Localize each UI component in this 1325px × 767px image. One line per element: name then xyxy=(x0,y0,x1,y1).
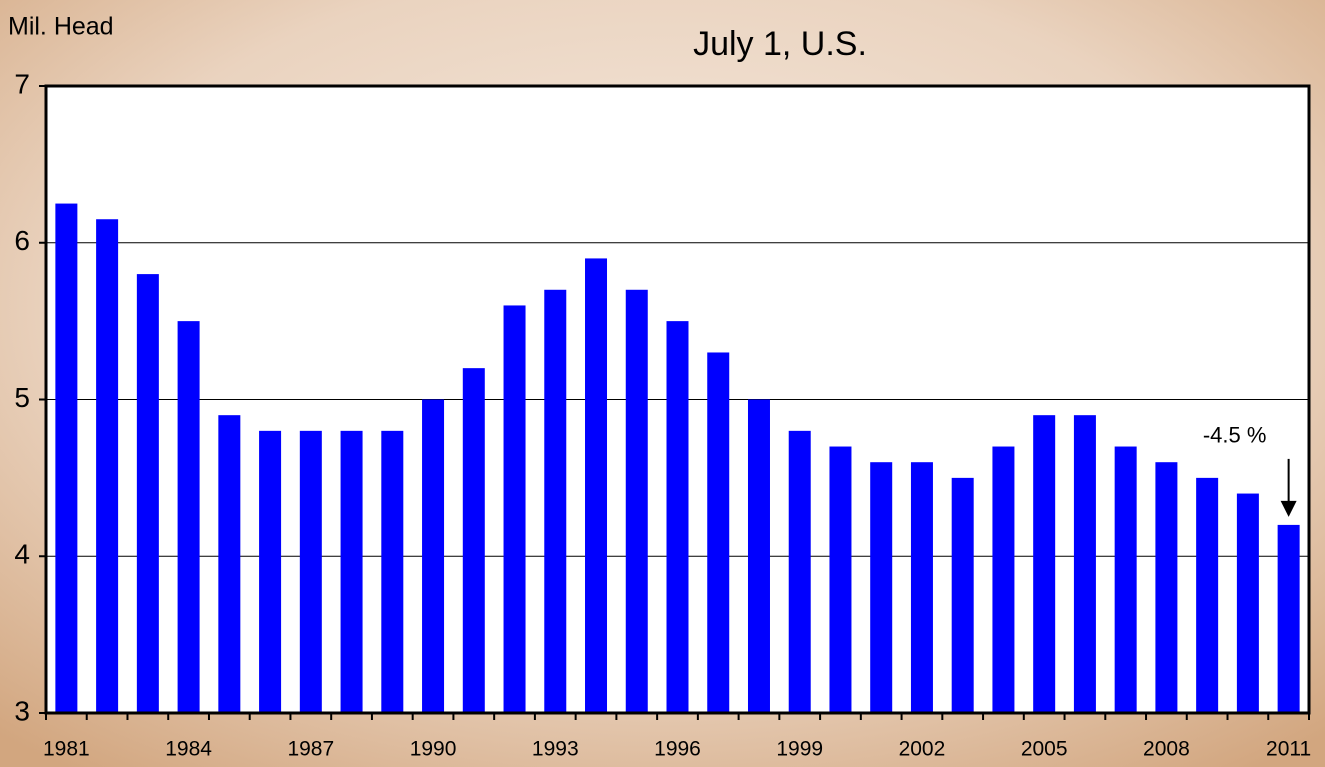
bar xyxy=(870,462,893,713)
bar xyxy=(422,399,445,713)
x-tick-label: 1984 xyxy=(165,738,212,761)
y-axis-label: Mil. Head xyxy=(8,13,114,41)
bar xyxy=(1196,477,1219,713)
bar xyxy=(1277,524,1300,713)
bar xyxy=(96,219,119,714)
bar xyxy=(1236,493,1259,713)
bar xyxy=(340,430,363,713)
y-tick-label: 6 xyxy=(14,225,30,256)
y-tick-label: 4 xyxy=(14,539,30,570)
bar xyxy=(829,446,852,713)
bar xyxy=(625,289,648,713)
x-tick-label: 1990 xyxy=(410,738,457,761)
bar xyxy=(788,430,811,713)
bar xyxy=(503,305,526,713)
x-tick-label: 1987 xyxy=(287,738,334,761)
y-tick-label: 5 xyxy=(14,382,30,413)
x-tick-label: 2005 xyxy=(1021,738,1068,761)
x-tick-label: 2002 xyxy=(899,738,946,761)
bar xyxy=(544,289,567,713)
bar xyxy=(951,477,974,713)
chart-title: July 1, U.S. xyxy=(693,25,867,63)
bar xyxy=(666,321,689,713)
bar xyxy=(707,352,730,713)
bar xyxy=(1155,462,1178,713)
x-tick-label: 2011 xyxy=(1266,738,1311,761)
bar xyxy=(55,203,78,713)
bar xyxy=(992,446,1015,713)
bar xyxy=(910,462,933,713)
bar xyxy=(299,430,322,713)
bar xyxy=(1033,415,1056,713)
bar xyxy=(1114,446,1137,713)
bar xyxy=(381,430,404,713)
plot-border xyxy=(44,84,1311,715)
y-tick-label: 7 xyxy=(14,68,30,99)
bar xyxy=(259,430,282,713)
bar xyxy=(177,321,200,713)
annotation-arrowhead xyxy=(1280,500,1297,517)
x-tick-label: 2008 xyxy=(1143,738,1190,761)
y-tick-label: 3 xyxy=(14,695,30,726)
bar xyxy=(218,415,241,713)
x-tick-label: 1999 xyxy=(776,738,823,761)
bar xyxy=(747,399,770,713)
bar xyxy=(462,368,485,713)
x-tick-label: 1996 xyxy=(654,738,701,761)
bar xyxy=(1073,415,1096,713)
annotation: -4.5 % xyxy=(1203,423,1267,448)
bar xyxy=(585,258,608,713)
x-tick-label: 1993 xyxy=(532,738,579,761)
x-tick-label: 1981 xyxy=(43,738,90,761)
bar xyxy=(136,274,159,713)
